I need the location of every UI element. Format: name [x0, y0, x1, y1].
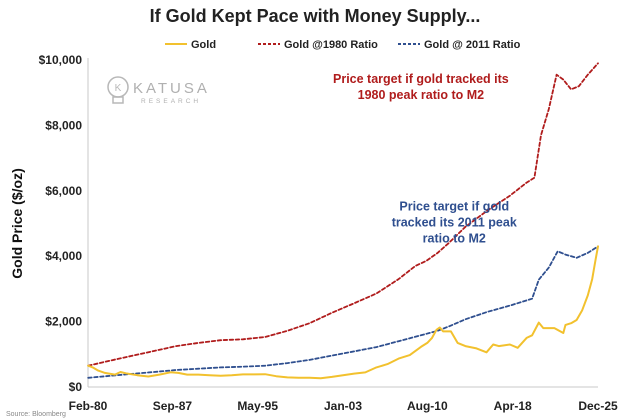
annotation-line: Price target if gold tracked its	[333, 72, 509, 86]
x-tick-label: Sep-87	[153, 399, 193, 413]
x-tick-label: May-95	[237, 399, 278, 413]
logo-name: KATUSA	[133, 80, 210, 97]
chart-title: If Gold Kept Pace with Money Supply...	[150, 6, 481, 26]
series-gold-1980-ratio-line	[87, 62, 599, 367]
annotation-line: Price target if gold	[399, 199, 509, 213]
y-tick-label: $6,000	[45, 184, 82, 198]
y-axis: $0 $2,000 $4,000 $6,000 $8,000 $10,000	[39, 53, 89, 394]
annotation-line: tracked its 2011 peak	[392, 215, 517, 229]
x-tick-label: Apr-18	[494, 399, 532, 413]
x-tick-label: Dec-25	[578, 399, 618, 413]
x-tick-label: Aug-10	[407, 399, 448, 413]
legend-label: Gold @ 2011 Ratio	[424, 39, 521, 51]
annotations: Price target if gold tracked its 1980 pea…	[333, 72, 517, 246]
series-gold-2011-ratio-line	[87, 245, 599, 379]
y-tick-label: $10,000	[39, 53, 83, 67]
annotation-1980-ratio: Price target if gold tracked its 1980 pea…	[333, 72, 509, 102]
legend-item-gold: Gold	[165, 39, 216, 51]
x-tick-label: Feb-80	[69, 399, 108, 413]
x-axis: Feb-80 Sep-87 May-95 Jan-03 Aug-10 Apr-18 Dec-…	[69, 386, 618, 413]
source-note: Source: Bloomberg	[6, 411, 66, 418]
y-tick-label: $4,000	[45, 249, 82, 263]
katusa-logo: K KATUSA RESEARCH	[107, 76, 210, 105]
annotation-line: 1980 peak ratio to M2	[358, 88, 484, 102]
annotation-2011-ratio: Price target if gold tracked its 2011 pea…	[392, 199, 517, 245]
series-group	[87, 62, 599, 380]
series-gold-line	[87, 245, 599, 380]
logo-subtitle: RESEARCH	[141, 98, 201, 105]
svg-text:K: K	[115, 83, 122, 94]
x-tick-label: Jan-03	[324, 399, 362, 413]
legend-item-gold-1980-ratio: Gold @1980 Ratio	[258, 39, 378, 51]
lightbulb-icon: K	[107, 76, 129, 104]
legend-label: Gold @1980 Ratio	[284, 39, 378, 51]
y-tick-label: $2,000	[45, 315, 82, 329]
y-axis-label: Gold Price ($/oz)	[9, 168, 25, 278]
legend-label: Gold	[191, 39, 216, 51]
y-tick-label: $8,000	[45, 118, 82, 132]
annotation-line: ratio to M2	[423, 231, 486, 245]
legend-item-gold-2011-ratio: Gold @ 2011 Ratio	[398, 39, 521, 51]
legend: Gold Gold @1980 Ratio Gold @ 2011 Ratio	[165, 39, 521, 51]
y-tick-label: $0	[69, 380, 83, 394]
